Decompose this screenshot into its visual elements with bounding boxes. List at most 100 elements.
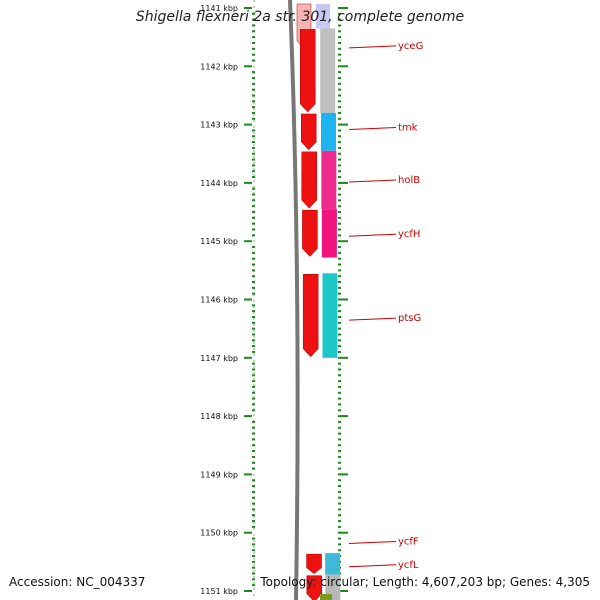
ruler-tick [338,315,341,318]
ruler-tick [338,397,341,400]
gene-label-ycfH[interactable]: ycfH [398,229,420,240]
ruler-tick [252,508,255,511]
ruler-tick [338,432,341,435]
ruler-tick [252,216,255,219]
gene-label-ycfL[interactable]: ycfL [398,560,419,571]
gene-label-yceG[interactable]: yceG [398,41,423,52]
ruler-tick [338,36,341,39]
ruler-tick [252,485,255,488]
ruler-tick [252,304,255,307]
ruler-tick [252,397,255,400]
ruler-tick [252,490,255,493]
ruler-tick [252,514,255,517]
ruler-tick [252,146,255,149]
ruler-tick [252,444,255,447]
gene-block-ptsG[interactable] [322,273,338,358]
ruler-tick [338,222,341,225]
accession-label: Accession: NC_004337 [9,575,146,589]
ruler-tick [244,65,252,68]
ruler-tick [338,356,348,359]
ruler-tick [252,362,255,365]
ruler-tick [338,205,341,208]
ruler-tick [338,146,341,149]
kbp-tick-label: 1142 kbp [200,62,238,71]
ruler-tick [252,345,255,348]
ruler-tick [244,123,252,126]
ruler-tick [338,549,341,552]
left-ruler [244,0,255,600]
ruler-tick [244,473,252,476]
ruler-tick [252,222,255,225]
gene-label-holB[interactable]: holB [398,175,420,186]
kbp-tick-label: 1150 kbp [200,529,238,538]
ruler-tick [338,385,341,388]
ruler-tick [252,135,255,138]
gene-block-yceG[interactable] [320,28,336,113]
ruler-tick [252,566,255,569]
ruler-tick [252,59,255,62]
ruler-tick [338,420,341,423]
gene-block-ycfL[interactable] [325,574,341,600]
ruler-tick [338,415,348,418]
ruler-tick [338,450,341,453]
ruler-tick [338,531,348,534]
ruler-tick [338,455,341,458]
ruler-tick [252,455,255,458]
ruler-tick [338,76,341,79]
gene-label-tmk[interactable]: tmk [398,123,418,134]
ruler-tick [338,47,341,50]
ruler-tick [338,41,341,44]
ruler-tick [338,543,341,546]
ruler-tick [252,292,255,295]
ruler-tick [244,531,252,534]
ruler-tick [338,30,341,33]
ruler-tick [252,432,255,435]
ruler-tick [252,36,255,39]
ruler-tick [252,555,255,558]
ruler-tick [338,170,341,173]
gene-leader-line [348,179,397,183]
ruler-tick [338,123,348,126]
ruler-tick [338,129,341,132]
kbp-tick-label: 1143 kbp [200,121,238,130]
ruler-tick [338,520,341,523]
ruler-tick [252,257,255,260]
gene-block-holB[interactable] [321,150,337,210]
ruler-tick [338,199,341,202]
gene-label-ptsG[interactable]: ptsG [398,313,421,324]
gene-block-ycfH[interactable] [321,209,337,258]
ruler-tick [252,275,255,278]
ruler-tick [338,333,341,336]
ruler-tick [252,438,255,441]
kbp-tick-label: 1151 kbp [200,587,238,596]
ruler-tick [252,572,255,575]
gene-label-ycfF[interactable]: ycfF [398,536,419,547]
ruler-tick [338,298,348,301]
gene-block-ycfF[interactable] [325,553,341,575]
gene-arrow [299,29,316,113]
ruler-tick [252,269,255,272]
ruler-tick [338,444,341,447]
ruler-tick [252,152,255,155]
ruler-tick [338,490,341,493]
ruler-tick [338,94,341,97]
gene-block-tmk[interactable] [320,112,336,151]
ruler-tick [252,520,255,523]
ruler-tick [252,88,255,91]
ruler-tick [252,129,255,132]
ruler-tick [252,368,255,371]
ruler-tick [338,327,341,330]
ruler-tick [338,409,341,412]
ruler-tick [252,228,255,231]
ruler-tick [338,181,348,184]
ruler-tick [252,281,255,284]
ruler-tick [244,415,252,418]
ruler-tick [252,53,255,56]
ruler-tick [338,176,341,179]
ruler-tick [252,321,255,324]
ruler-tick [338,193,341,196]
ruler-tick [252,111,255,114]
topology-label: Topology: circular; Length: 4,607,203 bp… [260,575,590,589]
ruler-tick [338,100,341,103]
